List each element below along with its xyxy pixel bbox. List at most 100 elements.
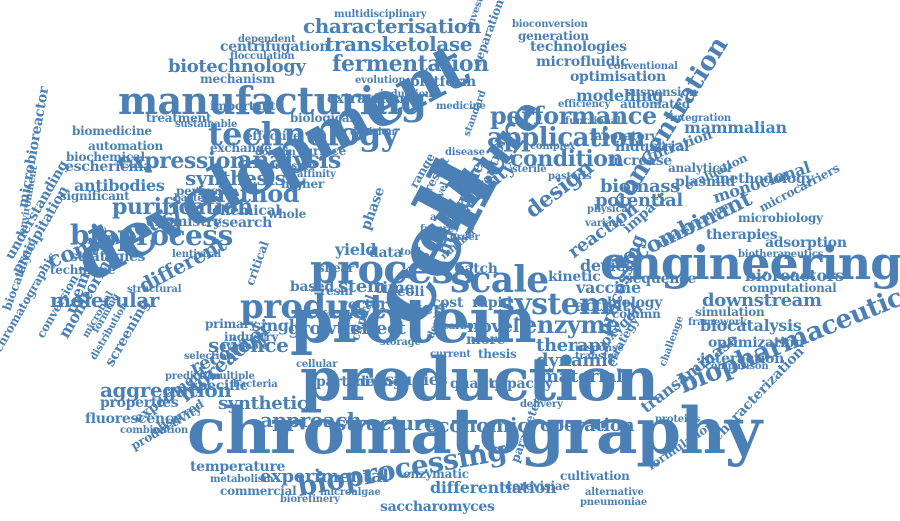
word-production: production	[300, 345, 659, 415]
word-strategies: strategies	[70, 249, 146, 265]
word-current: current	[430, 349, 471, 360]
word-important: important	[210, 99, 276, 113]
word-active: active	[430, 212, 462, 223]
word-analytical: analytical	[668, 161, 732, 175]
word-exchange: exchange	[210, 141, 272, 155]
word-pressure: pressure	[268, 161, 316, 172]
word-pastoris: pastoris	[548, 171, 592, 182]
word-medicine: medicine	[436, 101, 486, 112]
word-biomass: biomass	[600, 176, 680, 197]
word-technology: technology	[208, 115, 399, 153]
word-biorefinery: biorefinery	[280, 494, 340, 505]
word-chemical: chemical	[212, 203, 281, 219]
word-available: available	[220, 341, 269, 352]
word-structure: structure	[335, 411, 437, 435]
word-synthesis: synthesis	[185, 166, 286, 190]
word-biotherapeutics: biotherapeutics	[738, 249, 824, 260]
word-economic: economic	[425, 413, 529, 437]
word-therapy: therapy	[536, 335, 611, 356]
word-increase: increase	[608, 153, 672, 169]
word-automated: automated	[620, 97, 690, 111]
word-flocculation: flocculation	[230, 51, 295, 62]
word-industry: industry	[224, 330, 279, 344]
word-sterile: sterile	[512, 164, 547, 175]
word-alternative: alternative	[585, 487, 644, 498]
word-disease: disease	[445, 147, 485, 158]
word-dynamic: dynamic	[536, 350, 619, 371]
word-device: device	[580, 256, 635, 275]
word-storage: storage	[380, 337, 421, 348]
word-suspension: suspension	[625, 85, 698, 99]
word-automation: automation	[88, 139, 163, 153]
word-transketolase: transketolase	[325, 32, 473, 56]
word-microbiology: microbiology	[738, 211, 823, 225]
word-scale: scale	[450, 259, 549, 301]
word-biology: biology	[607, 295, 663, 311]
word-simulation: simulation	[695, 305, 765, 319]
word-based: based	[290, 279, 335, 295]
word-sustainable: sustainable	[175, 119, 238, 130]
word-application: application	[487, 123, 646, 153]
word-performance: performance	[490, 101, 657, 130]
word-biochemical: biochemical	[66, 150, 145, 164]
word-structural: structural	[127, 284, 182, 295]
word-activity: activity	[575, 296, 639, 315]
word-functional: functional	[565, 116, 621, 127]
word-commercial: commercial	[220, 484, 297, 498]
word-synthetic: synthetic	[218, 393, 308, 414]
word-potential: potential	[595, 190, 683, 211]
word-microalgae: microalgae	[320, 487, 381, 498]
word-kinetic: kinetic	[548, 269, 601, 285]
word-biological: biological	[290, 111, 354, 125]
word-aggregation: aggregation	[100, 378, 232, 402]
word-response: response	[575, 343, 624, 354]
word-stem: stem	[338, 276, 386, 297]
word-induction: induction	[380, 89, 432, 100]
word-growth: growth	[288, 318, 357, 339]
word-capacity: capacity	[490, 376, 553, 392]
word-challenge: challenge	[657, 314, 686, 368]
word-framework: framework	[688, 317, 747, 328]
word-prediction: prediction	[165, 371, 221, 382]
word-effective: effective	[245, 129, 301, 143]
word-technologies: technologies	[530, 39, 627, 55]
word-column: column	[612, 307, 661, 321]
word-condition: condition	[510, 146, 624, 172]
word-methodology: methodology	[715, 171, 814, 187]
word-data: data	[369, 245, 403, 261]
word-extraction: extraction	[327, 91, 405, 107]
word-protein: protein	[290, 284, 537, 357]
word-engineering: engineering	[600, 236, 900, 290]
word-temperature: temperature	[190, 459, 286, 475]
word-manufacturing: manufacturing	[118, 78, 427, 123]
word-approach: approach	[260, 408, 362, 432]
word-evolution: evolution	[355, 75, 406, 86]
word-biocatalysis: biocatalysis	[700, 316, 802, 335]
word-sequence: sequence	[625, 271, 697, 287]
word-studies: studies	[385, 370, 448, 389]
word-resin: resin	[320, 284, 353, 298]
word-whole: whole	[268, 207, 307, 221]
word-proteins: proteins	[655, 414, 701, 425]
word-future: future	[420, 224, 454, 235]
word-critical: critical	[242, 239, 272, 288]
word-affinity: affinity	[297, 169, 336, 180]
word-technique: technique	[50, 263, 116, 277]
word-expression: expression	[118, 148, 246, 174]
word-quality: quality	[450, 376, 503, 392]
word-differentiation: differentiation	[430, 478, 557, 497]
word-method: method	[200, 179, 300, 208]
word-metabolism: metabolism	[210, 474, 274, 485]
word-step: step	[404, 298, 446, 319]
word-perfusion: perfusion	[176, 184, 239, 198]
word-integration: integration	[670, 113, 731, 124]
word-enzyme: enzyme	[522, 310, 621, 339]
word-bioprocess: bioprocess	[70, 219, 233, 252]
word-specific: specific	[190, 378, 249, 394]
word-domain: domain	[255, 147, 296, 158]
word-yield: yield	[335, 240, 377, 259]
word-industrial: industrial	[615, 139, 690, 155]
word-single: single	[252, 316, 305, 335]
word-bacterial: bacterial	[174, 193, 223, 204]
word-transfer: transfer	[575, 351, 619, 362]
